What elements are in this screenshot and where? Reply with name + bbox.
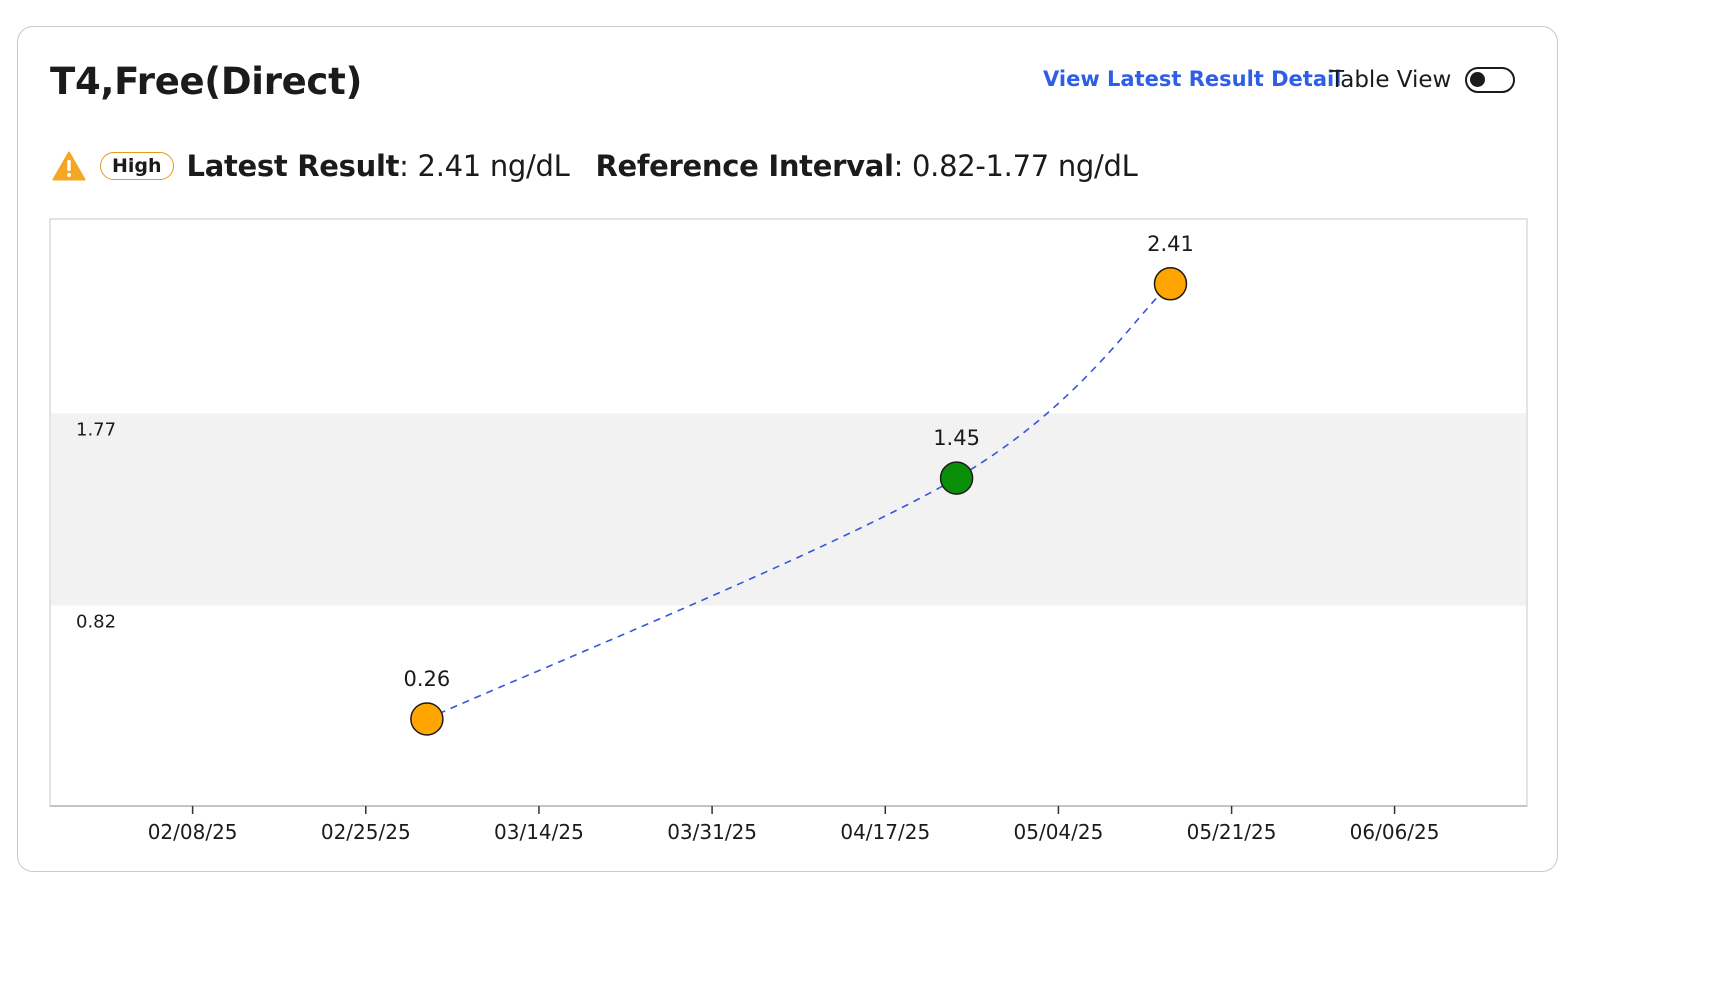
reference-interval-value: 0.82-1.77 ng/dL: [912, 149, 1138, 183]
latest-result-colon: :: [399, 149, 418, 183]
x-tick-label: 06/06/25: [1350, 820, 1440, 844]
x-tick-label: 05/04/25: [1014, 820, 1104, 844]
x-tick-label: 02/25/25: [321, 820, 411, 844]
warning-triangle-icon: [52, 151, 86, 181]
test-title: T4,Free(Direct): [50, 60, 363, 103]
data-point-label: 0.26: [404, 667, 451, 691]
x-tick-label: 05/21/25: [1187, 820, 1277, 844]
x-tick-label: 03/31/25: [667, 820, 757, 844]
data-point: [410, 702, 444, 736]
latest-result-label: Latest Result: [186, 149, 400, 183]
reference-low-label: 0.82: [76, 612, 116, 633]
reference-interval-label: Reference Interval: [595, 149, 894, 183]
table-view-toggle[interactable]: [1465, 67, 1516, 93]
x-tick-label: 03/14/25: [494, 820, 584, 844]
table-view-control: Table View: [1330, 64, 1516, 96]
result-status-row: High Latest Result: 2.41 ng/dL Reference…: [52, 146, 1138, 186]
data-point: [939, 461, 974, 495]
table-view-label: Table View: [1330, 67, 1452, 93]
reference-interval-colon: :: [893, 149, 912, 183]
x-tick-label: 02/08/25: [148, 820, 238, 844]
trend-line: [426, 283, 1172, 720]
reference-high-label: 1.77: [76, 419, 116, 440]
x-tick-label: 04/17/25: [840, 820, 930, 844]
data-point-label: 1.45: [933, 426, 980, 450]
high-flag-badge: High: [100, 152, 174, 180]
view-latest-result-detail-link[interactable]: View Latest Result Detail: [1043, 67, 1342, 91]
toggle-knob: [1470, 72, 1486, 87]
data-point: [1153, 267, 1188, 301]
latest-result-value: 2.41 ng/dL: [417, 149, 570, 183]
data-point-label: 2.41: [1147, 232, 1194, 256]
reference-interval-band: [51, 413, 1526, 606]
